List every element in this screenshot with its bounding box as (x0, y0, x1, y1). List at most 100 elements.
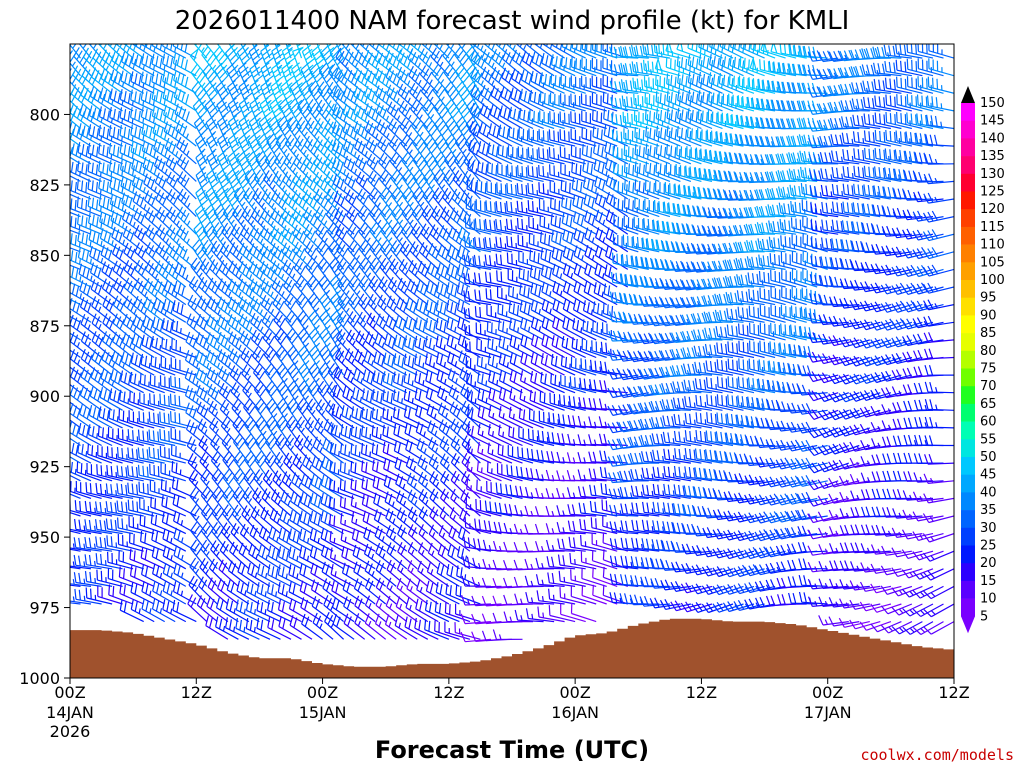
wind-barb (281, 242, 302, 270)
wind-barb (549, 111, 576, 130)
wind-barb (380, 204, 397, 235)
wind-barb (444, 133, 460, 165)
wind-barb (241, 505, 260, 535)
wind-barb (571, 337, 597, 359)
wind-barb (652, 466, 681, 482)
wind-barb (278, 97, 294, 129)
wind-barb (129, 548, 155, 570)
wind-barb (128, 516, 155, 535)
wind-barb (506, 464, 534, 482)
wind-barb (862, 80, 891, 94)
wind-barb (429, 224, 450, 253)
wind-barb (708, 90, 734, 112)
wind-barb (255, 151, 271, 182)
wind-barb (309, 545, 334, 570)
wind-barb (245, 600, 271, 623)
wind-barb (152, 316, 176, 341)
wind-barb (639, 350, 670, 363)
wind-barb (263, 170, 281, 200)
wind-barb (891, 246, 923, 258)
wind-barb (842, 166, 870, 182)
wind-barb (211, 486, 229, 517)
wind-barb (681, 543, 713, 555)
x-tick-label: 12Z (433, 683, 464, 702)
wind-barb (369, 239, 387, 270)
wind-barb (581, 110, 607, 130)
wind-barb (428, 243, 450, 270)
wind-barb (310, 492, 334, 517)
wind-barb (566, 487, 597, 499)
wind-barb (204, 203, 220, 235)
wind-barb (363, 350, 387, 376)
wind-barb (206, 332, 229, 358)
wind-barb (176, 136, 197, 165)
wind-barb (314, 206, 334, 235)
wind-barb (778, 202, 807, 218)
wind-barb (439, 436, 460, 464)
wind-barb (549, 92, 576, 112)
wind-barb (285, 415, 302, 446)
wind-barb (797, 525, 828, 537)
wind-barb (528, 216, 555, 235)
wind-barb (719, 44, 744, 59)
wind-barb (395, 490, 418, 517)
wind-barb (849, 391, 881, 402)
wind-barb (765, 476, 797, 488)
wind-barb (420, 223, 439, 253)
wind-barb (265, 397, 281, 429)
wind-barb (133, 225, 155, 253)
wind-barb (312, 436, 334, 464)
wind-barb (737, 376, 765, 394)
wind-barb (724, 189, 755, 201)
wind-barb (304, 416, 324, 446)
wind-barb (675, 163, 702, 182)
wind-barb (91, 296, 113, 323)
wind-barb (162, 562, 187, 587)
wind-barb (641, 484, 670, 499)
wind-barb (217, 349, 239, 376)
wind-barb (580, 551, 607, 570)
wind-barb (572, 211, 597, 235)
wind-barb (765, 528, 797, 541)
wind-barb (172, 300, 197, 323)
wind-barb (82, 47, 103, 77)
wind-barb (144, 278, 166, 306)
wind-barb (560, 603, 586, 623)
wind-barb (423, 133, 439, 165)
wind-barb (487, 161, 513, 182)
wind-barb (766, 187, 797, 200)
wind-barb (670, 581, 702, 592)
wind-barb (749, 56, 776, 77)
wind-barb (238, 97, 253, 129)
wind-barb (375, 577, 397, 605)
wind-barb (347, 293, 366, 323)
wind-barb (541, 281, 565, 306)
wind-barb (151, 598, 176, 623)
wind-barb (748, 288, 776, 306)
wind-barb (670, 279, 702, 291)
wind-barb (247, 562, 271, 587)
wind-barb (609, 63, 639, 77)
wind-barb (840, 258, 870, 270)
wind-barb (733, 564, 765, 578)
wind-barb (807, 68, 839, 80)
wind-barb (622, 111, 649, 130)
wind-barb (547, 572, 576, 587)
wind-barb (791, 268, 818, 288)
wind-barb (341, 405, 365, 429)
wind-barb (306, 99, 324, 129)
wind-barb (225, 168, 241, 200)
wind-barb (239, 523, 260, 552)
wind-barb (923, 493, 954, 504)
wind-barb (88, 44, 103, 59)
wind-barb (140, 353, 165, 376)
wind-barb (483, 44, 502, 59)
wind-barb (292, 224, 313, 253)
wind-barb (464, 340, 492, 359)
wind-barb (692, 224, 723, 237)
wind-barb (861, 242, 891, 254)
wind-barb (620, 520, 649, 535)
wind-barb (591, 57, 618, 77)
wind-barb (79, 297, 102, 323)
wind-barb (110, 210, 134, 235)
